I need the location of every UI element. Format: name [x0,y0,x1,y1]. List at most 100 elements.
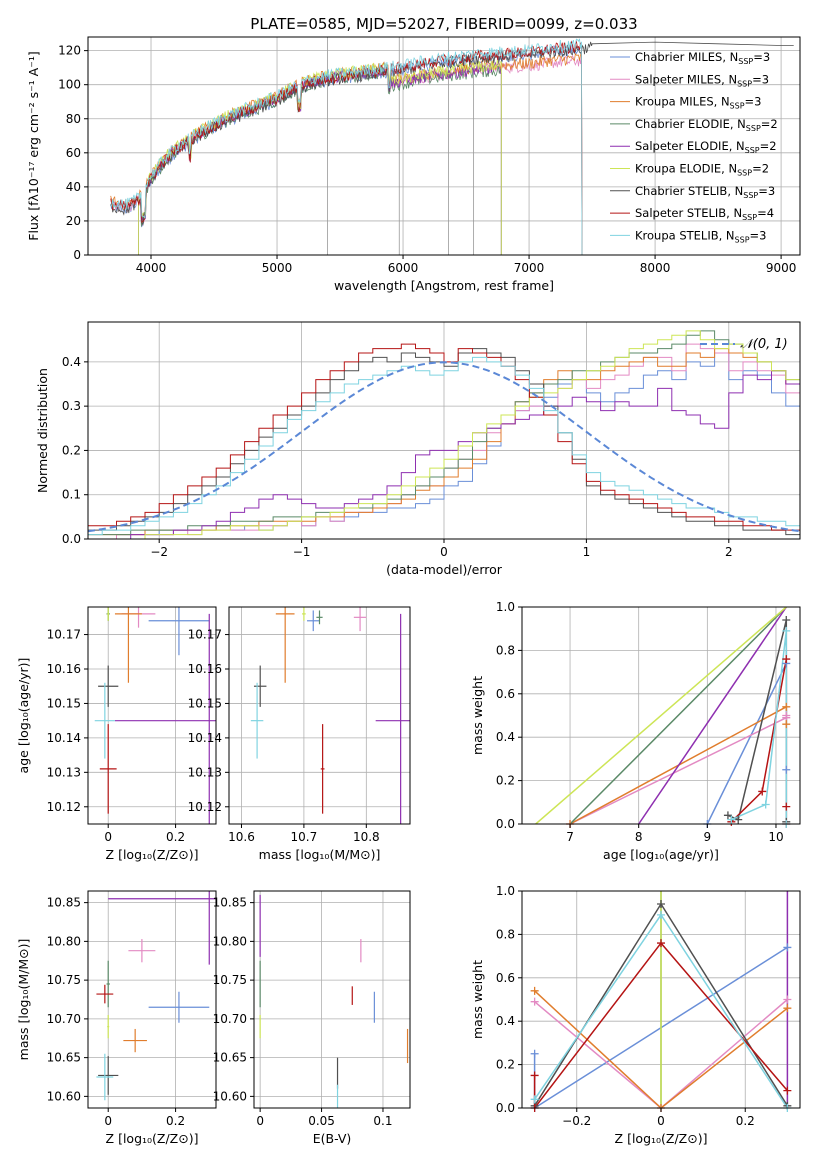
chart-mass_vs_Z: 0 0.2 10.60 10.65 10.70 10.75 10.80 10.85 Z [log… [16,890,217,1146]
axes-frame [228,606,411,825]
y-tick-label: 20 [66,214,81,228]
massweight-marker-chabrier_stelib [734,815,743,824]
y-tick-label: 10.17 [47,628,81,642]
x-tick-label: 7000 [514,261,545,275]
y-tick-label: 10.75 [47,973,81,987]
massweight-marker-salpeter_stelib [657,939,665,948]
spectrum-series-kroupa_miles [110,52,583,255]
massweight-marker-kroupa_miles [782,702,791,711]
y-tick-label: 10.12 [47,800,81,814]
massweight-marker-chabrier_stelib [723,811,732,820]
legend-label: Salpeter MILES, NSSP=3 [635,72,769,88]
spectrum-series-salpeter_elodie [138,61,502,255]
massweight-marker-kroupa_miles [530,986,539,995]
axes-frame [521,606,801,825]
axes-frame [87,606,217,825]
legend-label: Salpeter STELIB, NSSP=4 [635,206,774,222]
massweight-marker-chabrier_miles [783,943,792,952]
massweight-marker-salpeter_miles [782,711,791,720]
y-tick-label: 10.14 [47,731,81,745]
plot-area [535,607,788,824]
legend-label: Kroupa ELODIE, NSSP=2 [635,162,769,178]
spectrum-series-kroupa_elodie [138,59,502,255]
massweight-marker-salpeter_stelib [782,802,791,811]
plot-area [88,330,800,539]
y-tick-label: 100 [58,78,81,92]
y-tick-label: 10.85 [213,896,247,910]
y-tick-label: 10.13 [188,765,222,779]
y-tick-label: 0 [73,248,81,262]
chart-massweight_vs_Z: −0.2 0 0.2 0.0 0.2 0.4 0.6 0.8 1.0 Z [log₁₀(Z/Z⊙)… [470,884,801,1146]
chart-age_vs_mass: 10.6 10.7 10.8 10.12 10.13 10.14 10.15 10.16 10.… [188,606,411,862]
x-tick-label: 0 [440,545,448,559]
spectrum-series-kroupa_stelib [110,38,583,255]
y-tick-label: 0.8 [496,643,515,657]
y-tick-label: 0.0 [496,1101,515,1115]
legend-label: Chabrier MILES, NSSP=3 [635,50,770,66]
spectrum-series-chabrier_elodie [138,65,502,255]
x-tick-label: 10 [768,830,783,844]
massweight-marker-kroupa_miles [782,720,791,729]
x-tick-label: −1 [293,545,311,559]
y-tick-label: 10.16 [47,662,81,676]
x-tick-label: 0 [256,1114,264,1128]
y-tick-label: 40 [66,180,81,194]
chart-title: PLATE=0585, MJD=52027, FIBERID=0099, z=0… [250,15,637,33]
massweight-marker-salpeter_miles [530,997,539,1006]
y-tick-label: 0.0 [496,817,515,831]
x-tick-label: 6000 [388,261,419,275]
y-tick-label: 0.3 [62,399,81,413]
x-tick-label: 0.2 [166,1114,185,1128]
x-tick-label: 8000 [640,261,671,275]
x-axis-label: age [log₁₀(age/yr)] [603,847,719,862]
chart-spectrum: PLATE=0585, MJD=52027, FIBERID=0099, z=0… [26,15,801,293]
x-tick-label: 0 [657,1114,665,1128]
hist-kroupa_elodie [88,330,800,539]
hist-salpeter_stelib [88,343,800,539]
massweight-line-chabrier_elodie [569,607,787,824]
y-tick-label: 10.80 [213,934,247,948]
legend-label: Kroupa STELIB, NSSP=3 [635,228,766,244]
y-tick-label: 10.14 [188,731,222,745]
y-tick-label: 10.13 [47,765,81,779]
hist-kroupa_stelib [88,356,800,539]
y-tick-label: 0.0 [62,532,81,546]
axes-frame [87,36,801,256]
x-axis-label: (data-model)/error [386,562,503,577]
massweight-marker-chabrier_stelib [657,900,665,909]
massweight-marker-salpeter_stelib [783,1086,792,1095]
y-tick-label: 0.4 [62,355,81,369]
x-tick-label: 0 [104,1114,112,1128]
massweight-marker-salpeter_miles [783,995,792,1004]
hist-chabrier_stelib [88,348,800,539]
x-tick-label: 0.1 [373,1114,392,1128]
chart-residual_hist: 𝒩(0, 1) −2 −1 0 1 2 0.0 0.1 0.2 0.3 0.4 (data-model… [35,321,801,577]
plot-area [110,37,794,255]
y-tick-label: 60 [66,146,81,160]
x-axis-label: Z [log₁₀(Z/Z⊙)] [106,847,199,862]
x-tick-label: 10.7 [291,830,318,844]
massweight-line-salpeter_elodie [638,607,787,824]
x-tick-label: 0.2 [736,1114,755,1128]
x-tick-label: 0.2 [166,830,185,844]
x-axis-label: mass [log₁₀(M/M⊙)] [259,847,381,862]
x-tick-label: 0.05 [308,1114,335,1128]
y-tick-label: 0.6 [496,687,515,701]
massweight-marker-kroupa_stelib [727,815,736,824]
massweight-marker-salpeter_stelib [530,1071,539,1080]
legend-label: Chabrier STELIB, NSSP=3 [635,184,775,200]
y-axis-label: Normed distribution [35,368,50,493]
x-tick-label: 10.6 [228,830,255,844]
y-tick-label: 10.80 [47,934,81,948]
x-tick-label: 1 [583,545,591,559]
legend-label: Chabrier ELODIE, NSSP=2 [635,117,778,133]
x-tick-label: 7 [566,830,574,844]
y-tick-label: 120 [58,44,81,58]
y-tick-label: 10.65 [47,1051,81,1065]
massweight-line-salpeter_stelib [533,941,788,1108]
x-axis-label: Z [log₁₀(Z/Z⊙)] [106,1131,199,1146]
y-tick-label: 10.60 [47,1089,81,1103]
y-axis-label: mass weight [470,960,485,1039]
massweight-line-salpeter_stelib [730,658,788,824]
x-tick-label: −0.2 [562,1114,591,1128]
